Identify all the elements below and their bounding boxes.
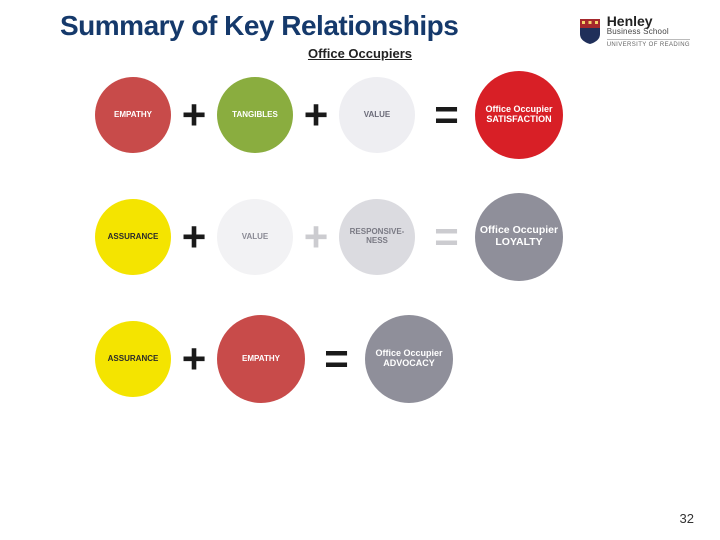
section-title: Office Occupiers	[0, 46, 720, 61]
plus-operator: +	[303, 216, 329, 258]
node-office-occupier-advocacy: Office Occupier ADVOCACY	[365, 315, 453, 403]
equals-operator: =	[315, 335, 355, 383]
relationships-diagram: EMPATHY+TANGIBLES+VALUE=Office Occupier …	[0, 61, 720, 403]
node-tangibles: TANGIBLES	[217, 77, 293, 153]
node-empathy: EMPATHY	[95, 77, 171, 153]
logo-text: Henley Business School UNIVERSITY OF REA…	[607, 14, 690, 48]
equals-operator: =	[425, 91, 465, 139]
henley-logo: Henley Business School UNIVERSITY OF REA…	[579, 10, 690, 48]
plus-operator: +	[181, 338, 207, 380]
node-responsive-ness: RESPONSIVE- NESS	[339, 199, 415, 275]
shield-icon	[579, 18, 601, 44]
node-office-occupier-satisfaction: Office Occupier SATISFACTION	[475, 71, 563, 159]
plus-operator: +	[303, 94, 329, 136]
equation-row-2: ASSURANCE+VALUE+RESPONSIVE- NESS=Office …	[95, 193, 720, 281]
equation-row-1: EMPATHY+TANGIBLES+VALUE=Office Occupier …	[95, 71, 720, 159]
plus-operator: +	[181, 94, 207, 136]
equals-operator: =	[425, 213, 465, 261]
node-office-occupier-loyalty: Office Occupier LOYALTY	[475, 193, 563, 281]
node-value: VALUE	[339, 77, 415, 153]
page-title: Summary of Key Relationships	[60, 10, 458, 42]
header: Summary of Key Relationships Henley Busi…	[0, 0, 720, 48]
logo-university: UNIVERSITY OF READING	[607, 39, 690, 48]
logo-name: Henley	[607, 14, 690, 28]
node-empathy: EMPATHY	[217, 315, 305, 403]
node-assurance: ASSURANCE	[95, 199, 171, 275]
node-assurance: ASSURANCE	[95, 321, 171, 397]
node-value: VALUE	[217, 199, 293, 275]
page-number: 32	[680, 511, 694, 526]
equation-row-3: ASSURANCE+EMPATHY=Office Occupier ADVOCA…	[95, 315, 720, 403]
plus-operator: +	[181, 216, 207, 258]
logo-sub: Business School	[607, 28, 690, 36]
